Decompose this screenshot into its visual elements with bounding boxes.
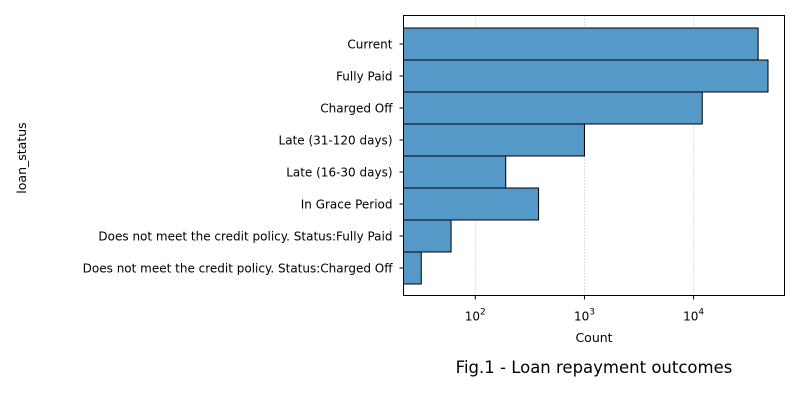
bar [403, 123, 585, 157]
y-tick-label: Charged Off [320, 102, 393, 116]
figure-caption: Fig.1 - Loan repayment outcomes [456, 358, 733, 377]
y-axis-label: loan_status [14, 122, 29, 193]
y-tick-label: In Grace Period [301, 198, 393, 212]
x-tick-label: 104 [683, 308, 704, 324]
bar [403, 155, 507, 189]
y-tick-label: Current [347, 38, 392, 52]
bars [403, 27, 769, 285]
plot-frame [403, 15, 785, 296]
bar [403, 219, 452, 253]
y-tick-labels: Current Fully Paid Charged Off Late (31-120… [83, 38, 404, 276]
y-tick-label: Fully Paid [336, 70, 392, 84]
x-tick-label: 102 [465, 308, 486, 324]
bar [403, 59, 769, 93]
x-tick-label: 103 [574, 308, 595, 324]
bar [403, 27, 759, 61]
bar [403, 91, 703, 125]
x-tick-labels: 102 103 104 [465, 295, 704, 324]
bar [403, 187, 540, 221]
y-tick-label: Late (31-120 days) [279, 134, 393, 148]
y-tick-label: Does not meet the credit policy. Status:… [98, 230, 392, 244]
y-tick-label: Late (16-30 days) [286, 166, 392, 180]
y-tick-label: Does not meet the credit policy. Status:… [83, 262, 394, 276]
x-axis-label: Count [575, 330, 612, 345]
bar [403, 251, 422, 285]
